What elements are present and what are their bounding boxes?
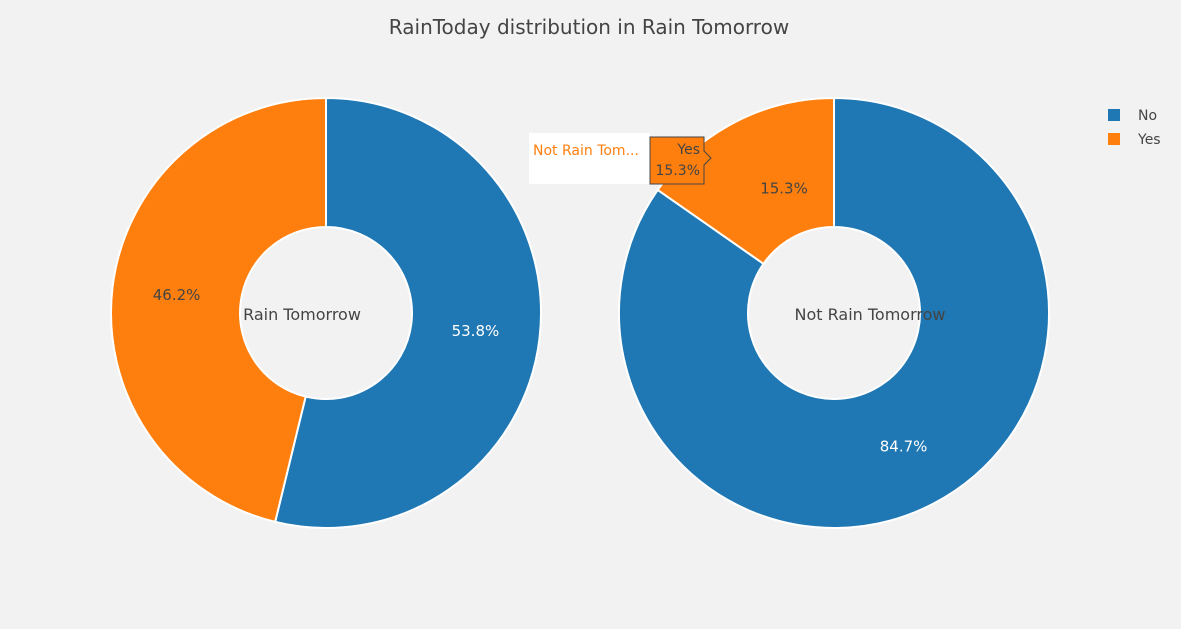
legend-label: No xyxy=(1138,108,1157,124)
legend[interactable]: No Yes xyxy=(1108,108,1161,148)
hover-value: 15.3% xyxy=(656,163,700,179)
legend-label: Yes xyxy=(1137,132,1161,148)
donut-chart: 53.8% 46.2% Rain Tomorrow xyxy=(110,96,542,529)
hover-name-box xyxy=(529,133,650,184)
donut-slice-yes[interactable] xyxy=(110,96,327,524)
hover-trace-name: Not Rain Tom... xyxy=(533,143,639,159)
donut-center-label: Rain Tomorrow xyxy=(243,305,361,324)
hover-label-box xyxy=(649,136,712,185)
hover-label: Yes xyxy=(676,142,700,158)
legend-swatch xyxy=(1108,133,1120,145)
slice-percent-label: 15.3% xyxy=(760,179,808,197)
donut-slice-no[interactable] xyxy=(273,96,542,529)
legend-item-no[interactable]: No xyxy=(1108,108,1157,124)
legend-swatch xyxy=(1108,109,1120,121)
legend-item-yes[interactable]: Yes xyxy=(1108,132,1161,148)
donut-center-label: Not Rain Tomorrow xyxy=(795,305,946,324)
hover-tooltip: Not Rain Tom... Yes 15.3% xyxy=(529,133,712,185)
slice-percent-label: 46.2% xyxy=(153,286,201,304)
slice-percent-label: 84.7% xyxy=(880,437,928,455)
donut-slice-no[interactable] xyxy=(618,96,1050,529)
donut-chart: 84.7% 15.3% Not Rain Tomorrow xyxy=(618,96,1050,529)
chart-title: RainToday distribution in Rain Tomorrow xyxy=(389,15,789,39)
slice-percent-label: 53.8% xyxy=(452,322,500,340)
